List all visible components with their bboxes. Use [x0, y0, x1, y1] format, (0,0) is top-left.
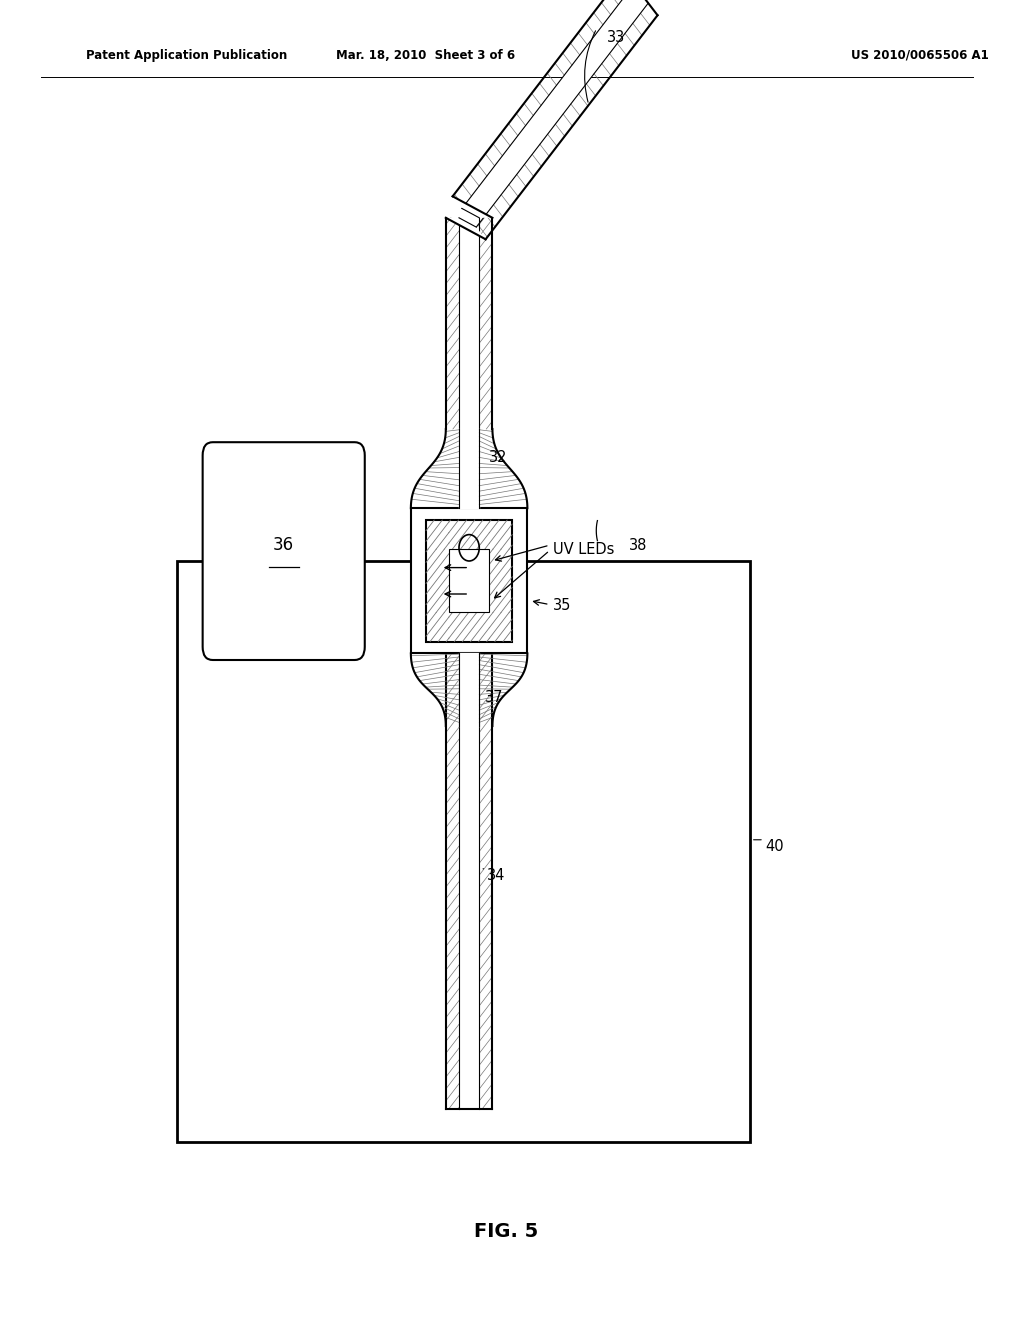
- Bar: [177, 561, 750, 1142]
- Bar: [459, 218, 479, 429]
- Text: 36: 36: [273, 536, 294, 553]
- Polygon shape: [459, 653, 479, 726]
- Polygon shape: [459, 429, 479, 508]
- FancyBboxPatch shape: [203, 442, 365, 660]
- Text: UV LEDs: UV LEDs: [553, 543, 614, 557]
- Text: 38: 38: [629, 539, 647, 553]
- Bar: [459, 558, 479, 1109]
- Text: FIG. 5: FIG. 5: [474, 1222, 539, 1241]
- Text: 37: 37: [485, 690, 504, 705]
- Text: 32: 32: [489, 450, 508, 465]
- Text: 34: 34: [487, 869, 506, 883]
- Polygon shape: [462, 0, 648, 227]
- Text: Mar. 18, 2010  Sheet 3 of 6: Mar. 18, 2010 Sheet 3 of 6: [336, 49, 515, 62]
- Text: Patent Application Publication: Patent Application Publication: [86, 49, 288, 62]
- Text: US 2010/0065506 A1: US 2010/0065506 A1: [851, 49, 989, 62]
- Text: 35: 35: [553, 598, 571, 612]
- Text: 40: 40: [765, 840, 783, 854]
- Polygon shape: [445, 218, 485, 239]
- Bar: [411, 508, 527, 653]
- Polygon shape: [453, 197, 493, 218]
- Bar: [426, 520, 512, 642]
- Bar: [449, 549, 489, 612]
- Text: 33: 33: [607, 29, 626, 45]
